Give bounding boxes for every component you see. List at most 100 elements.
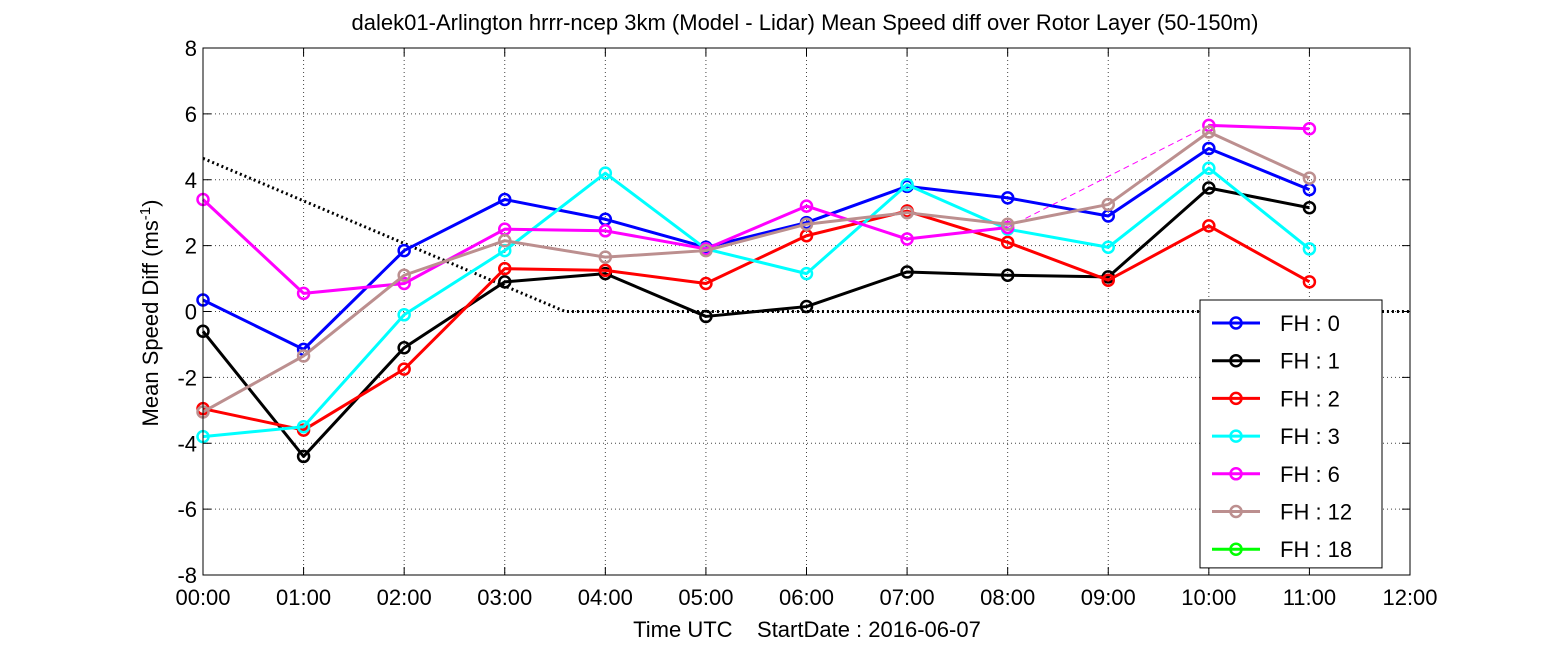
x-axis-label: Time UTC StartDate : 2016-06-07 — [633, 617, 981, 642]
series-line — [202, 146, 1310, 351]
data-point — [1000, 235, 1015, 250]
data-point — [1202, 161, 1216, 175]
x-tick-label: 05:00 — [678, 585, 733, 610]
x-tick-label: 07:00 — [880, 585, 935, 610]
x-tick-label: 02:00 — [377, 585, 432, 610]
data-point — [397, 308, 411, 322]
legend-swatch-marker — [1229, 542, 1243, 556]
x-tick-label: 03:00 — [477, 585, 532, 610]
series-line — [1208, 123, 1310, 131]
legend-label: FH : 18 — [1280, 537, 1352, 562]
y-axis-label: Mean Speed Diff (ms-1) — [137, 200, 163, 427]
legend-label: FH : 12 — [1280, 500, 1352, 525]
data-point — [598, 224, 613, 238]
legend-label: FH : 1 — [1280, 349, 1340, 374]
y-tick-label: -6 — [177, 497, 197, 522]
legend-entry: FH : 12 — [1212, 500, 1352, 525]
x-tick-label: 09:00 — [1081, 585, 1136, 610]
data-point — [1000, 217, 1015, 231]
legend-swatch-marker — [1229, 316, 1243, 330]
data-point — [296, 420, 311, 434]
legend-entry: FH : 18 — [1212, 537, 1352, 562]
data-point — [598, 166, 613, 180]
series-line — [202, 209, 1311, 432]
legend-swatch-marker — [1229, 353, 1243, 368]
data-point — [397, 340, 411, 355]
legend-swatch-marker — [1229, 391, 1243, 406]
y-tick-label: -2 — [177, 365, 197, 390]
data-point — [799, 217, 814, 231]
data-point — [699, 243, 713, 258]
data-point — [1202, 125, 1216, 139]
data-point — [699, 276, 713, 291]
data-point — [799, 266, 814, 281]
data-point — [1302, 171, 1317, 185]
data-point — [1302, 275, 1317, 289]
series-line — [202, 166, 1311, 439]
data-point — [1101, 240, 1115, 255]
series-line — [201, 186, 1310, 458]
data-point — [1302, 242, 1317, 256]
reference-dotted-line — [202, 156, 1410, 313]
chart-title: dalek01-Arlington hrrr-ncep 3km (Model -… — [352, 10, 1259, 35]
data-point — [900, 205, 914, 220]
series-fh-6 — [196, 118, 1317, 301]
data-point — [397, 362, 411, 376]
legend-entry: FH : 0 — [1212, 311, 1340, 336]
data-point — [598, 263, 613, 278]
legend-entry: FH : 3 — [1212, 424, 1340, 449]
y-axis-label-sup: -1 — [137, 207, 154, 220]
legend-label: FH : 0 — [1280, 311, 1340, 336]
x-tick-label: 01:00 — [276, 585, 331, 610]
data-point — [296, 349, 311, 363]
data-point — [397, 243, 411, 258]
data-point — [498, 275, 512, 289]
reference-line — [202, 156, 1410, 313]
axis-ticks: 00:00 01:00 02:00 03:00 04:00 05:00 06:00 07:00… — [175, 36, 1437, 610]
series-line — [201, 198, 1008, 295]
data-point — [900, 232, 914, 246]
legend-label: FH : 2 — [1280, 386, 1340, 411]
data-point — [1000, 268, 1015, 283]
series-fh-12 — [196, 125, 1317, 419]
data-point — [1302, 200, 1317, 215]
y-tick-label: 4 — [185, 168, 197, 193]
x-tick-label: 11:00 — [1283, 585, 1336, 610]
y-tick-label: 0 — [185, 300, 197, 325]
data-point — [900, 177, 914, 192]
data-point — [1101, 273, 1115, 287]
legend-entry: FH : 6 — [1212, 462, 1340, 487]
data-point — [1202, 219, 1216, 233]
y-tick-label: 6 — [185, 102, 197, 127]
data-point — [598, 250, 613, 264]
x-tick-label: 04:00 — [578, 585, 633, 610]
data-point — [296, 449, 311, 464]
legend: FH : 0 FH : 1 FH : 2 FH : 3 FH : 6 FH : 12 FH … — [1199, 299, 1383, 569]
data-point — [296, 286, 311, 301]
data-point — [397, 276, 411, 291]
y-axis-label-end: ) — [138, 200, 163, 207]
series-fh-3 — [196, 161, 1317, 444]
series-line — [202, 130, 1311, 414]
data-point — [498, 192, 512, 207]
data-point — [799, 299, 814, 314]
data-point — [1302, 121, 1317, 136]
legend-entry: FH : 2 — [1212, 386, 1340, 411]
data-point — [799, 199, 814, 213]
legend-swatch-marker — [1229, 429, 1243, 443]
y-tick-label: -8 — [177, 563, 197, 588]
data-point — [498, 261, 512, 276]
legend-label: FH : 3 — [1280, 424, 1340, 449]
x-tick-label: 12:00 — [1382, 585, 1437, 610]
y-tick-label: 8 — [185, 36, 197, 61]
legend-label: FH : 6 — [1280, 462, 1340, 487]
legend-entry: FH : 1 — [1212, 349, 1340, 374]
legend-swatch-marker — [1229, 504, 1243, 519]
data-point — [699, 309, 713, 324]
y-tick-label: -4 — [177, 431, 197, 456]
data-point — [900, 265, 914, 279]
data-point — [1202, 141, 1216, 156]
data-point — [1000, 191, 1015, 205]
data-point — [397, 268, 411, 283]
legend-swatch-marker — [1229, 467, 1243, 481]
